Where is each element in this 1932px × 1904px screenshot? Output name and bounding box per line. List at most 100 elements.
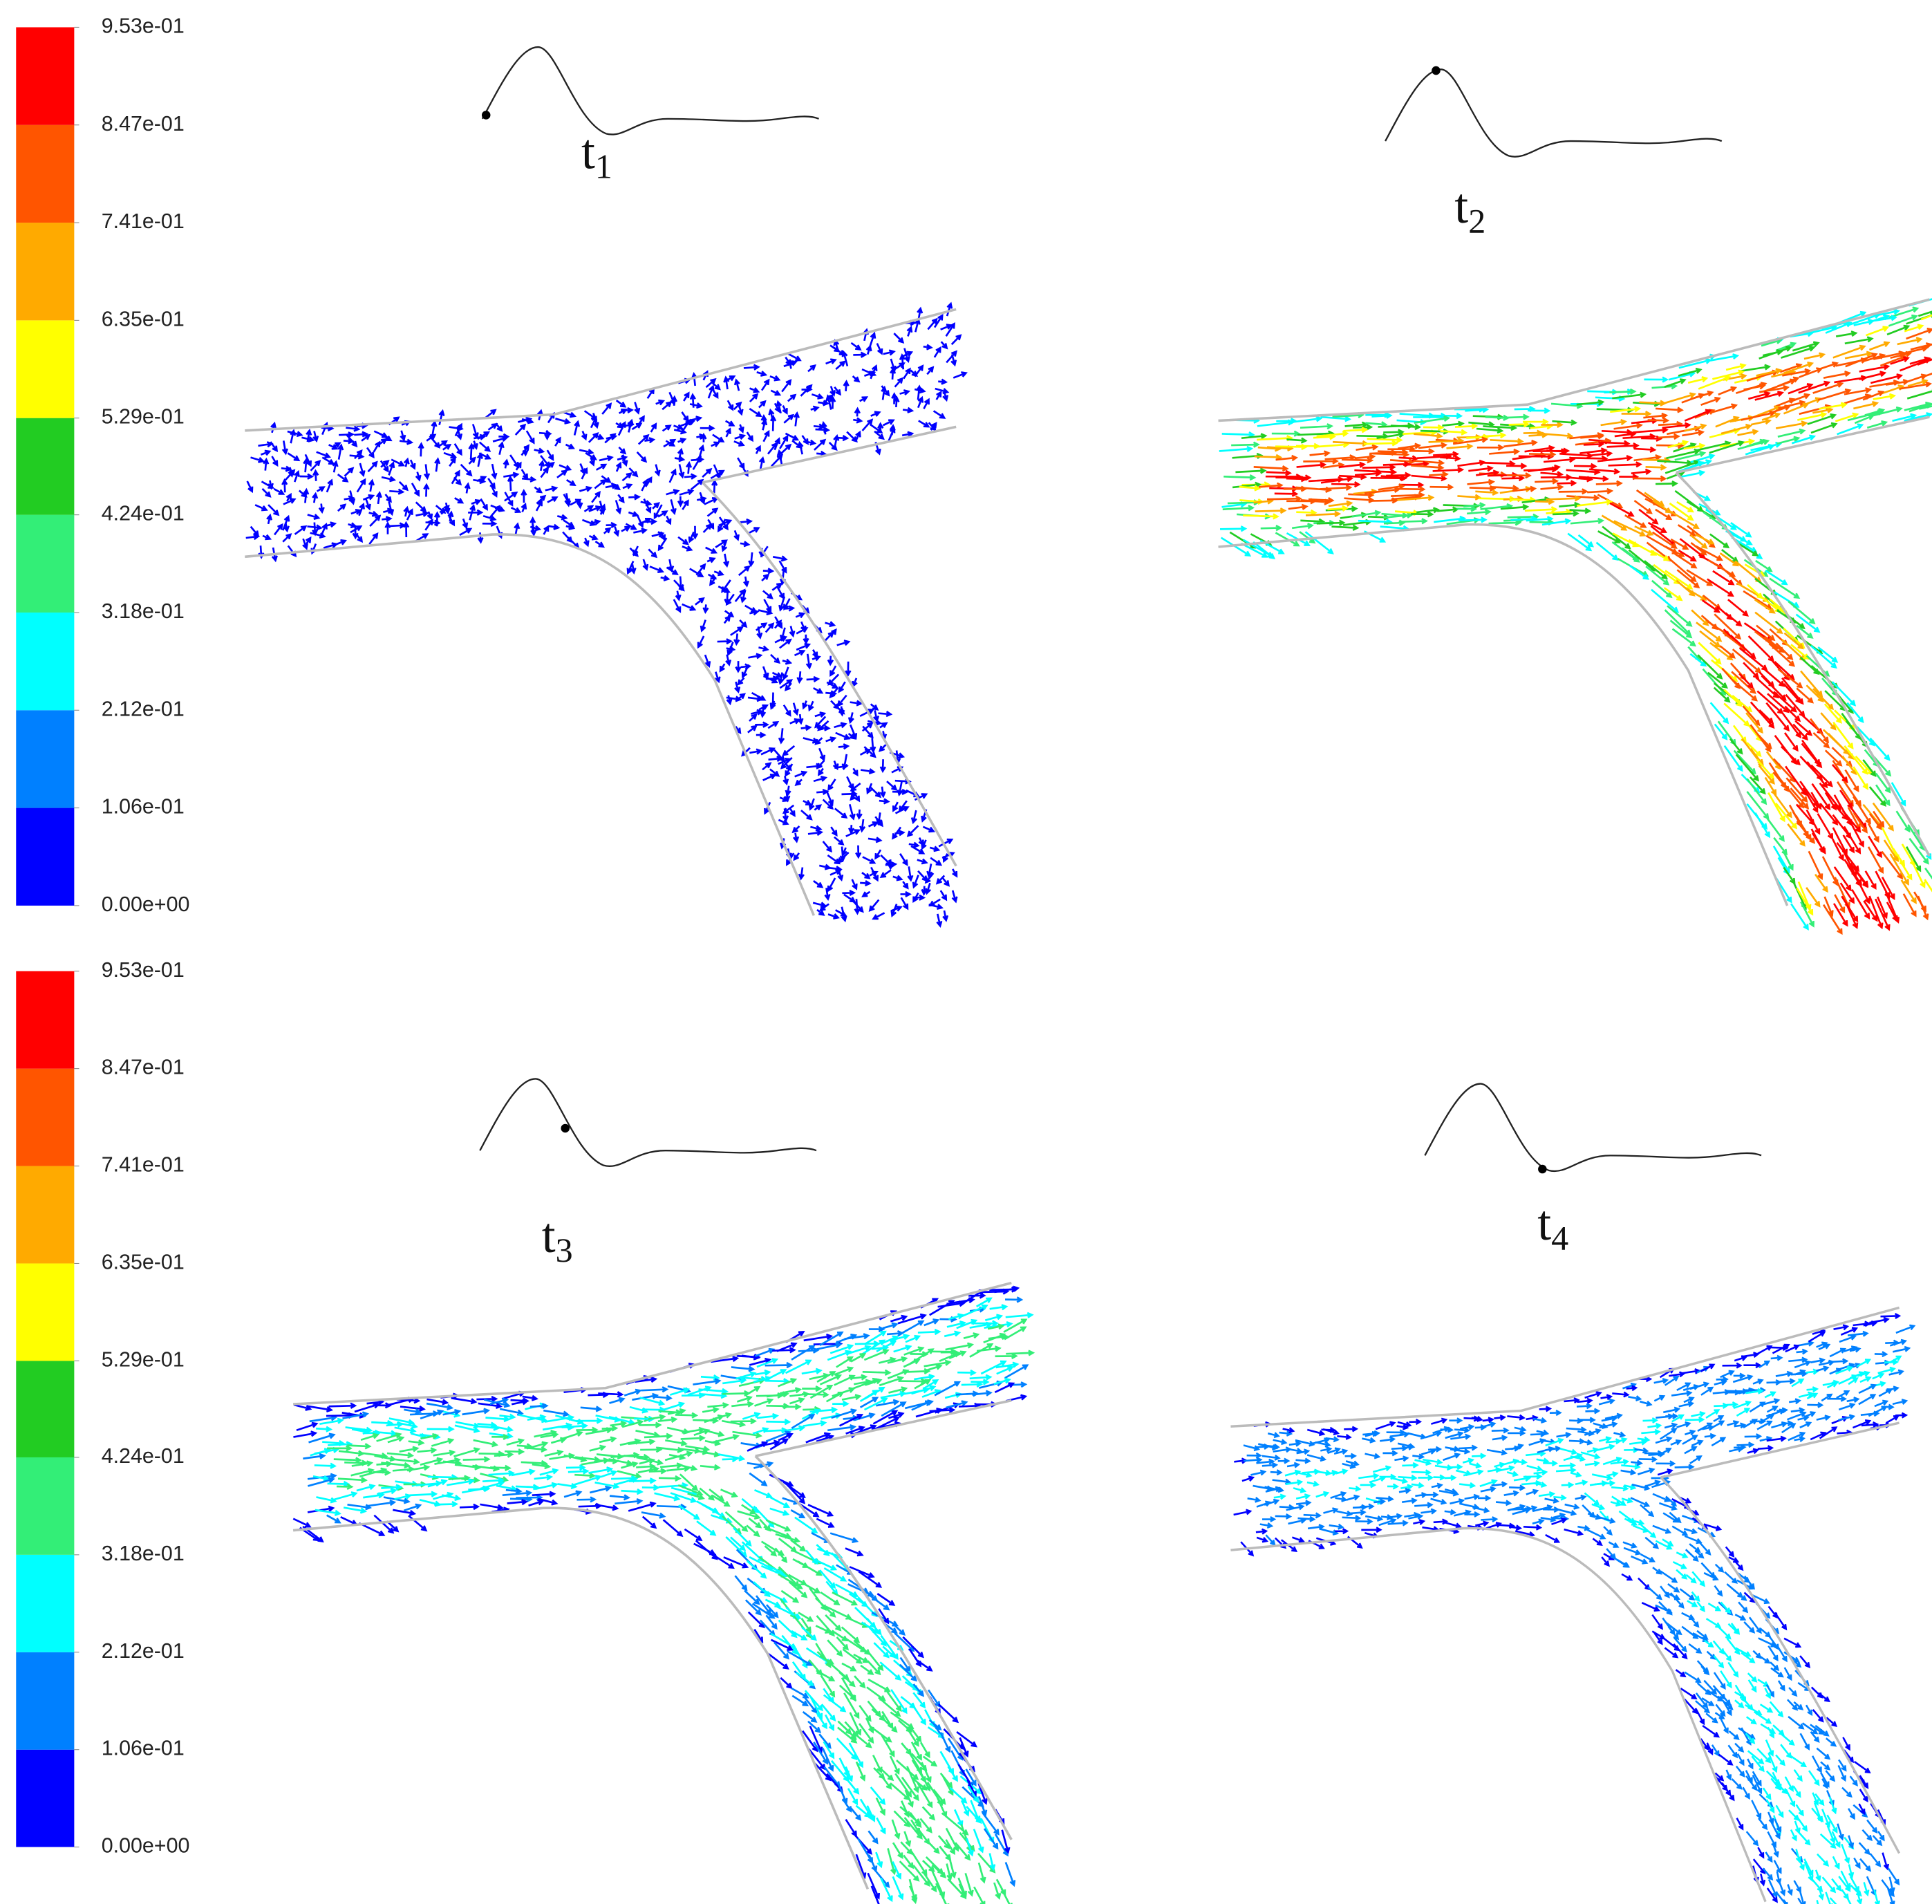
velocity-arrow: [1611, 1485, 1629, 1492]
velocity-arrow: [1606, 1471, 1619, 1477]
velocity-arrow: [682, 1426, 706, 1434]
velocity-arrow: [585, 452, 597, 460]
velocity-arrow: [813, 1342, 843, 1351]
velocity-arrow: [503, 472, 520, 478]
velocity-arrow: [1584, 1391, 1602, 1399]
velocity-arrow: [1387, 1483, 1400, 1490]
velocity-arrow: [892, 1876, 904, 1901]
velocity-arrow: [299, 473, 315, 480]
velocity-arrow: [819, 1374, 843, 1385]
velocity-arrow: [765, 675, 780, 682]
colorbar-label: 9.53e-01: [102, 14, 185, 37]
velocity-arrow: [423, 483, 430, 497]
velocity-arrow: [1432, 467, 1465, 474]
velocity-arrow: [717, 638, 733, 645]
velocity-arrow: [478, 1402, 503, 1410]
velocity-arrow: [1576, 498, 1613, 507]
velocity-arrow: [730, 626, 744, 636]
velocity-arrow: [1644, 376, 1669, 383]
velocity-arrow: [903, 1854, 915, 1869]
velocity-arrow: [921, 1762, 932, 1784]
velocity-arrow: [1920, 314, 1932, 321]
velocity-arrow: [1774, 1818, 1782, 1833]
velocity-arrow: [776, 1342, 798, 1352]
velocity-arrow: [511, 1468, 536, 1477]
velocity-arrow: [1826, 1814, 1838, 1834]
velocity-arrow: [1743, 383, 1766, 391]
velocity-arrow: [1450, 1448, 1471, 1455]
velocity-arrow: [809, 1406, 838, 1413]
velocity-arrow: [1481, 432, 1507, 439]
velocity-arrow: [800, 1618, 812, 1634]
velocity-arrow: [1745, 438, 1767, 448]
velocity-arrow: [1755, 559, 1773, 572]
velocity-arrow: [769, 1507, 790, 1516]
velocity-arrow: [1667, 605, 1693, 627]
velocity-arrow: [1539, 432, 1574, 439]
velocity-arrow: [888, 1411, 905, 1419]
velocity-arrow: [377, 1488, 397, 1495]
colorbar-label: 9.53e-01: [102, 958, 185, 982]
velocity-arrow: [808, 798, 815, 811]
velocity-arrow: [894, 377, 904, 388]
velocity-arrow: [677, 496, 684, 507]
velocity-arrow: [1837, 423, 1864, 436]
velocity-arrow: [326, 1514, 341, 1524]
velocity-arrow: [994, 1382, 1015, 1394]
velocity-arrow: [417, 1447, 438, 1454]
velocity-arrow: [1713, 1415, 1725, 1422]
velocity-arrow: [810, 405, 820, 412]
velocity-arrow: [617, 1470, 642, 1479]
velocity-arrow: [1440, 1426, 1454, 1433]
velocity-arrow: [1734, 1444, 1747, 1451]
velocity-arrow: [1747, 1448, 1760, 1455]
velocity-arrow: [879, 1661, 902, 1681]
velocity-arrow: [682, 603, 697, 611]
velocity-arrow: [900, 897, 909, 911]
velocity-arrow: [1255, 507, 1287, 514]
velocity-arrow: [605, 483, 619, 489]
velocity-arrow: [1271, 430, 1301, 437]
velocity-arrow: [440, 505, 450, 515]
velocity-arrow: [714, 671, 721, 684]
velocity-arrow: [843, 1726, 857, 1740]
velocity-arrow: [1730, 1623, 1741, 1635]
velocity-arrow: [1828, 1358, 1849, 1365]
velocity-arrow: [1638, 1456, 1658, 1463]
velocity-arrow: [747, 696, 764, 702]
velocity-arrow: [362, 494, 375, 501]
velocity-arrow: [756, 1358, 779, 1368]
velocity-arrow: [1566, 494, 1600, 501]
velocity-arrow: [1676, 1382, 1691, 1392]
velocity-arrow: [454, 497, 465, 504]
velocity-arrow: [540, 467, 550, 478]
velocity-arrow: [1784, 705, 1801, 722]
velocity-arrow: [1732, 1374, 1754, 1383]
velocity-arrow: [1765, 570, 1788, 586]
velocity-arrow: [303, 457, 310, 473]
velocity-arrow: [813, 775, 828, 783]
colorbar-band: [16, 27, 75, 125]
velocity-arrow: [1796, 624, 1814, 639]
velocity-arrow: [827, 673, 840, 686]
velocity-arrow: [1472, 1506, 1490, 1513]
velocity-arrow: [892, 1842, 903, 1860]
vessel-wall: [1675, 472, 1931, 857]
velocity-arrow: [1376, 1495, 1394, 1502]
velocity-arrow: [922, 1860, 935, 1872]
velocity-arrow: [1676, 1551, 1689, 1558]
velocity-arrow: [1691, 1439, 1704, 1447]
velocity-arrow: [1427, 1446, 1443, 1453]
velocity-arrow: [1796, 887, 1814, 916]
velocity-arrow: [1372, 451, 1410, 458]
velocity-arrow: [1725, 612, 1743, 627]
velocity-arrow: [543, 525, 550, 535]
velocity-arrow: [838, 743, 850, 750]
velocity-arrow: [1610, 1500, 1622, 1507]
velocity-arrow: [794, 770, 808, 778]
velocity-arrow: [1845, 353, 1878, 368]
velocity-arrow: [403, 521, 410, 538]
velocity-arrow: [820, 1592, 841, 1606]
velocity-arrow: [1709, 533, 1730, 549]
velocity-arrow: [1797, 1897, 1803, 1904]
